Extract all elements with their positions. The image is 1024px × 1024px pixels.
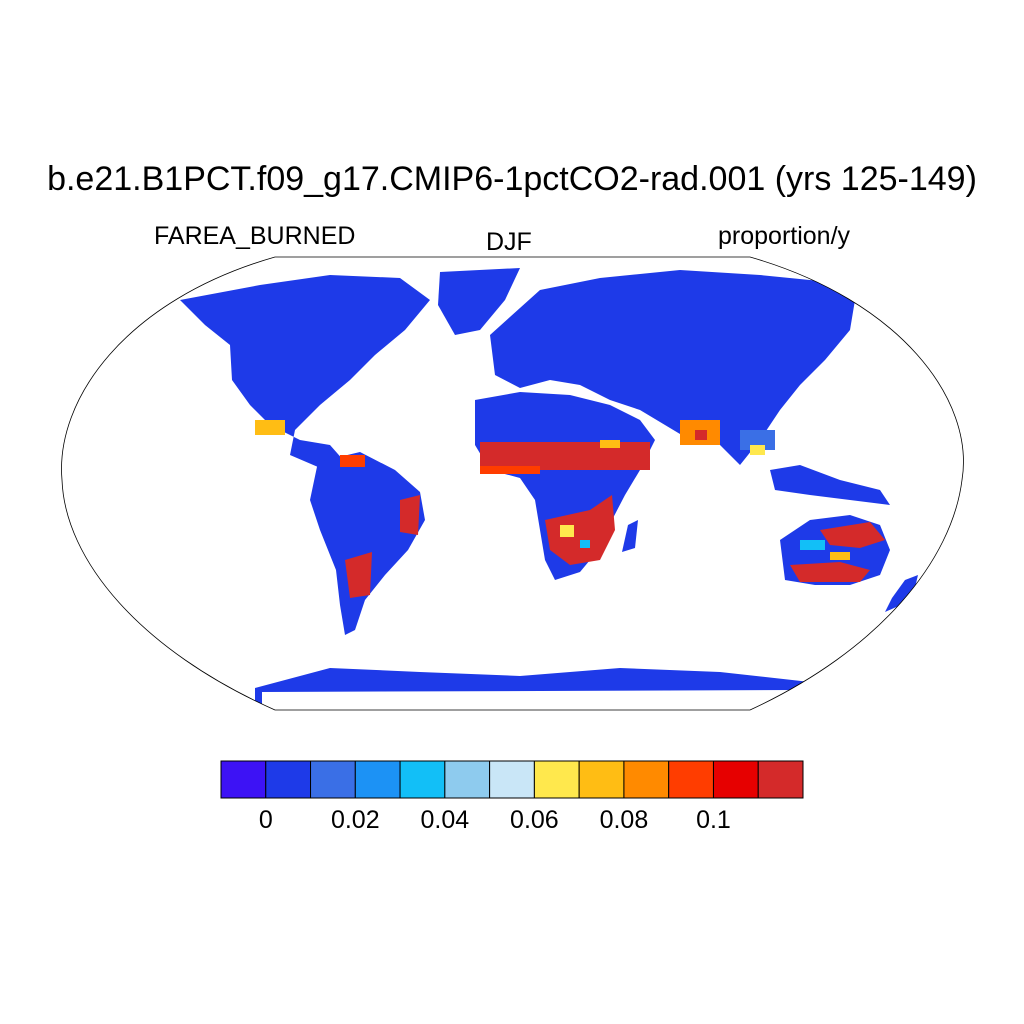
- colorbar-swatch: [220, 760, 267, 799]
- hotspot-argentina: [345, 552, 372, 598]
- new-zealand-land: [885, 575, 918, 612]
- colorbar-tick-label: 0.06: [510, 806, 559, 834]
- se-asia-islands: [770, 465, 890, 505]
- variable-label: FAREA_BURNED: [154, 222, 356, 250]
- colorbar-swatch: [310, 760, 356, 799]
- colorbar-swatch: [489, 760, 535, 799]
- colorbar-swatch: [757, 760, 804, 799]
- greenland-land: [438, 268, 520, 335]
- hotspot-southern-africa: [545, 495, 615, 565]
- colorbar-swatch: [712, 760, 759, 799]
- colorbar-tick-label: 0: [258, 806, 273, 834]
- africa-land: [475, 392, 655, 580]
- hotspot-australia-south: [790, 562, 870, 582]
- world-map: [61, 256, 964, 711]
- colorbar-swatch: [533, 760, 580, 799]
- colorbar-swatch: [399, 760, 446, 799]
- burned-area-hotspots: [255, 420, 885, 598]
- hotspot-mexico: [255, 420, 285, 435]
- south-america-land: [310, 452, 425, 635]
- colorbar-tick-label: 0.02: [330, 806, 380, 834]
- map-boundary: [61, 256, 964, 711]
- colorbar: [220, 760, 804, 799]
- colorbar-swatch: [668, 760, 714, 799]
- hotspot-sahel: [480, 442, 650, 470]
- north-america-land: [180, 275, 430, 470]
- hotspot-brazil-east: [400, 495, 420, 535]
- colorbar-tick-label: 0.08: [599, 806, 649, 834]
- plot-title: b.e21.B1PCT.f09_g17.CMIP6-1pctCO2-rad.00…: [47, 160, 977, 198]
- colorbar-swatch: [265, 760, 312, 799]
- eurasia-land: [490, 270, 855, 465]
- madagascar-land: [622, 520, 638, 552]
- colorbar-swatch: [444, 760, 491, 799]
- colorbar-swatch: [354, 760, 401, 799]
- units-label: proportion/y: [718, 222, 851, 250]
- season-label: DJF: [486, 228, 532, 256]
- colorbar-tick-label: 0.1: [696, 806, 731, 834]
- hotspot-australia-north: [820, 522, 885, 548]
- colorbar-tick-label: 0.04: [420, 806, 470, 834]
- colorbar-swatch: [578, 760, 625, 799]
- colorbar-swatch: [623, 760, 670, 799]
